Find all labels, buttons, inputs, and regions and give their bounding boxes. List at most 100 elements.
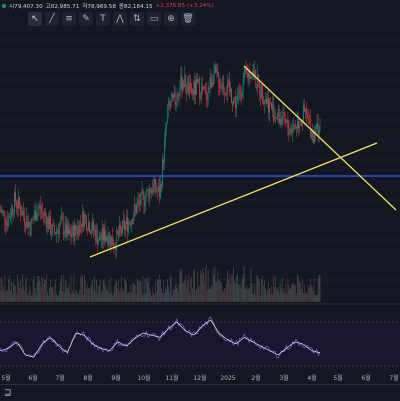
volume-bar bbox=[277, 290, 278, 302]
volume-bar bbox=[47, 292, 48, 302]
candle-body bbox=[247, 73, 248, 74]
candle-body bbox=[147, 189, 148, 190]
candle-body bbox=[52, 225, 53, 233]
volume-bar bbox=[162, 293, 163, 302]
volume-bar bbox=[135, 284, 136, 302]
candle-body bbox=[187, 82, 188, 93]
volume-bar bbox=[137, 279, 138, 302]
candle-body bbox=[223, 83, 224, 92]
candle-body bbox=[281, 119, 282, 125]
volume-bar bbox=[236, 277, 237, 302]
volume-bar bbox=[264, 280, 265, 302]
volume-bar bbox=[193, 271, 194, 302]
candle-body bbox=[218, 70, 219, 76]
volume-bar bbox=[12, 294, 13, 302]
x-tick-label: 6월 bbox=[28, 374, 37, 382]
volume-bar bbox=[35, 288, 36, 302]
candle-body bbox=[169, 101, 170, 106]
volume-bar bbox=[219, 281, 220, 302]
candle-body bbox=[236, 103, 237, 108]
candle-body bbox=[43, 212, 44, 215]
volume-bar bbox=[254, 295, 255, 302]
volume-bar bbox=[91, 285, 92, 302]
candle-body bbox=[68, 225, 69, 235]
volume-bar bbox=[201, 274, 202, 302]
volume-bar bbox=[192, 288, 193, 302]
candle-body bbox=[3, 211, 4, 212]
volume-bar bbox=[153, 293, 154, 302]
volume-bar bbox=[106, 286, 107, 302]
volume-bar bbox=[175, 285, 176, 302]
volume-bar bbox=[64, 292, 65, 302]
candle-body bbox=[121, 229, 122, 233]
candle-body bbox=[133, 217, 134, 224]
candle-body bbox=[53, 225, 54, 226]
candle-body bbox=[246, 69, 247, 73]
volume-bar bbox=[261, 279, 262, 302]
volume-bar bbox=[280, 282, 281, 302]
candle-body bbox=[90, 232, 91, 233]
volume-bar bbox=[23, 286, 24, 302]
candle-body bbox=[264, 101, 265, 105]
volume-bar bbox=[81, 274, 82, 302]
volume-bar bbox=[180, 269, 181, 302]
candle-body bbox=[235, 97, 236, 108]
volume-bar bbox=[285, 293, 286, 302]
candle-body bbox=[190, 83, 191, 85]
candle-body bbox=[91, 230, 92, 233]
candle-body bbox=[48, 218, 49, 229]
candle-body bbox=[26, 216, 27, 227]
x-tick-label: 10월 bbox=[137, 374, 150, 382]
candle-body bbox=[180, 88, 181, 96]
candle-body bbox=[203, 86, 204, 90]
volume-bar bbox=[186, 286, 187, 302]
volume-bar bbox=[275, 277, 276, 302]
candle-body bbox=[4, 211, 5, 212]
volume-bar bbox=[28, 293, 29, 302]
expand-panel-icon[interactable]: ⊒ bbox=[4, 388, 12, 398]
x-tick-label: 4월 bbox=[307, 374, 316, 382]
candle-body bbox=[88, 222, 89, 230]
candle-body bbox=[2, 211, 3, 213]
candle-body bbox=[261, 85, 262, 98]
candle-body bbox=[1, 210, 2, 212]
volume-bar bbox=[191, 276, 192, 302]
descending-trendline[interactable] bbox=[244, 66, 396, 210]
candle-body bbox=[92, 221, 93, 231]
volume-bar bbox=[254, 283, 255, 302]
volume-bar bbox=[42, 278, 43, 302]
candle-body bbox=[27, 216, 28, 228]
volume-bar bbox=[130, 285, 131, 302]
candle-body bbox=[5, 212, 6, 223]
candle-body bbox=[76, 231, 77, 234]
volume-bar bbox=[217, 282, 218, 302]
candle-body bbox=[201, 86, 202, 98]
candle-body bbox=[303, 105, 304, 121]
candle-body bbox=[226, 94, 227, 95]
volume-bar bbox=[143, 276, 144, 302]
volume-bar bbox=[117, 289, 118, 302]
candle-body bbox=[260, 94, 261, 97]
volume-bar bbox=[82, 276, 83, 302]
candle-body bbox=[112, 237, 113, 246]
candle-body bbox=[268, 98, 269, 113]
candle-body bbox=[145, 204, 146, 206]
candle-body bbox=[308, 118, 309, 119]
volume-bar bbox=[126, 283, 127, 302]
candle-body bbox=[243, 79, 244, 93]
volume-bar bbox=[182, 269, 183, 302]
candle-body bbox=[59, 225, 60, 234]
candle-body bbox=[55, 232, 56, 234]
candle-body bbox=[142, 191, 143, 192]
candle-body bbox=[189, 83, 190, 95]
candle-body bbox=[144, 193, 145, 206]
candle-body bbox=[315, 134, 316, 142]
candle-body bbox=[221, 86, 222, 89]
candle-body bbox=[41, 206, 42, 211]
candle-body bbox=[237, 95, 238, 103]
volume-bar bbox=[260, 296, 261, 302]
volume-bar bbox=[20, 280, 21, 302]
volume-bar bbox=[184, 280, 185, 302]
candle-body bbox=[96, 230, 97, 242]
